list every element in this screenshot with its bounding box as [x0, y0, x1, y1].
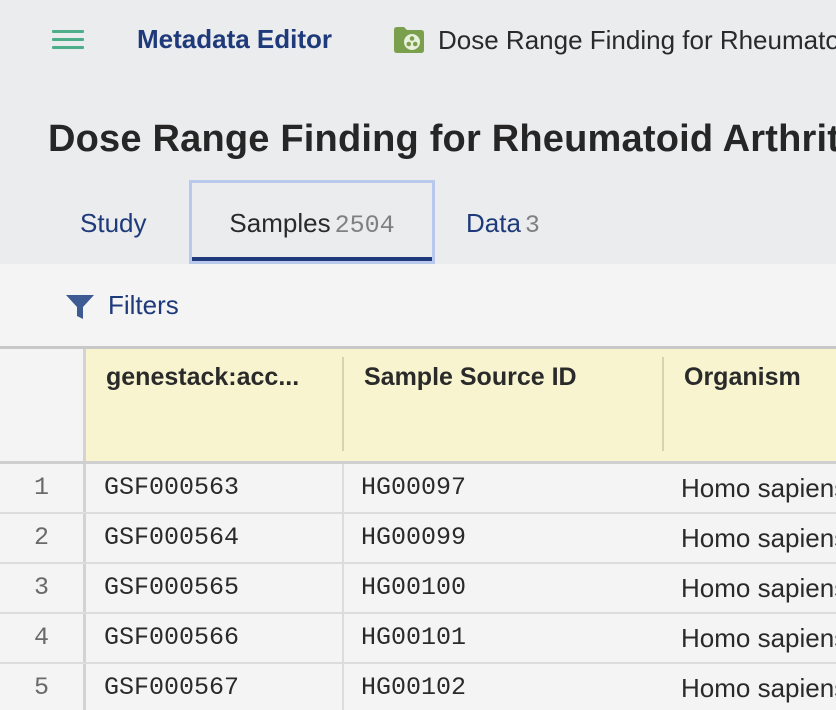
page-title: Dose Range Finding for Rheumatoid Arthri…	[48, 118, 836, 160]
column-header-organism[interactable]: Organism	[664, 349, 836, 461]
table-top-border	[0, 346, 836, 349]
tab-study[interactable]: Study	[80, 208, 147, 248]
table-body: 1 GSF000563 HG00097 Homo sapiens 2 GSF00…	[0, 464, 836, 710]
row-number: 2	[0, 514, 86, 562]
tab-samples[interactable]: Samples 2504	[189, 180, 435, 264]
tab-data-label: Data	[466, 208, 521, 238]
cell-sample-source-id[interactable]: HG00099	[361, 523, 467, 552]
breadcrumb-study[interactable]: Dose Range Finding for Rheumatoid Arthri…	[438, 25, 836, 55]
table-row[interactable]: 3 GSF000565 HG00100 Homo sapiens	[0, 564, 836, 614]
column-resize-handle[interactable]	[342, 357, 344, 451]
study-folder-icon	[394, 27, 424, 53]
column-header-label: genestack:acc...	[106, 363, 300, 391]
row-number-header	[0, 349, 86, 461]
row-number: 3	[0, 564, 86, 612]
column-resize-handle[interactable]	[662, 357, 664, 451]
table-header: genestack:acc... Sample Source ID Organi…	[0, 349, 836, 461]
cell-accession[interactable]: GSF000564	[86, 514, 344, 562]
cell-accession[interactable]: GSF000566	[86, 614, 344, 662]
cell-sample-source-id[interactable]: HG00100	[361, 573, 467, 602]
filter-bar: Filters	[0, 264, 836, 346]
cell-organism[interactable]: Homo sapiens	[681, 623, 836, 653]
column-header-label: Sample Source ID	[364, 363, 577, 391]
cell-sample-source-id[interactable]: HG00102	[361, 673, 467, 702]
tab-study-label: Study	[80, 208, 147, 238]
table-row[interactable]: 5 GSF000567 HG00102 Homo sapiens	[0, 664, 836, 710]
cell-organism[interactable]: Homo sapiens	[681, 573, 836, 603]
active-tab-indicator	[192, 257, 432, 261]
cell-organism[interactable]: Homo sapiens	[681, 473, 836, 503]
app-title[interactable]: Metadata Editor	[137, 24, 333, 54]
cell-accession[interactable]: GSF000565	[86, 564, 344, 612]
cell-sample-source-id[interactable]: HG00097	[361, 473, 467, 502]
hamburger-menu-icon[interactable]	[52, 28, 84, 52]
row-number: 1	[0, 464, 86, 512]
tab-samples-label: Samples	[229, 208, 331, 238]
samples-table: genestack:acc... Sample Source ID Organi…	[0, 346, 836, 710]
column-header-accession[interactable]: genestack:acc...	[86, 349, 344, 461]
cell-sample-source-id[interactable]: HG00101	[361, 623, 467, 652]
column-header-label: Organism	[684, 363, 801, 391]
table-row[interactable]: 1 GSF000563 HG00097 Homo sapiens	[0, 464, 836, 514]
table-row[interactable]: 2 GSF000564 HG00099 Homo sapiens	[0, 514, 836, 564]
cell-accession[interactable]: GSF000563	[86, 464, 344, 512]
table-row[interactable]: 4 GSF000566 HG00101 Homo sapiens	[0, 614, 836, 664]
cell-organism[interactable]: Homo sapiens	[681, 523, 836, 553]
header-divider	[0, 461, 836, 464]
column-header-sample-source-id[interactable]: Sample Source ID	[344, 349, 664, 461]
cell-accession[interactable]: GSF000567	[86, 664, 344, 710]
row-number: 4	[0, 614, 86, 662]
row-number: 5	[0, 664, 86, 710]
filters-label: Filters	[108, 290, 179, 320]
tab-data-count: 3	[524, 211, 540, 240]
tab-samples-count: 2504	[334, 211, 395, 240]
top-bar: Metadata Editor Dose Range Finding for R…	[0, 0, 836, 82]
tab-bar: Study Samples 2504 Data 3	[0, 180, 836, 264]
funnel-icon	[66, 295, 94, 319]
tab-data[interactable]: Data 3	[466, 208, 540, 248]
cell-organism[interactable]: Homo sapiens	[681, 673, 836, 703]
